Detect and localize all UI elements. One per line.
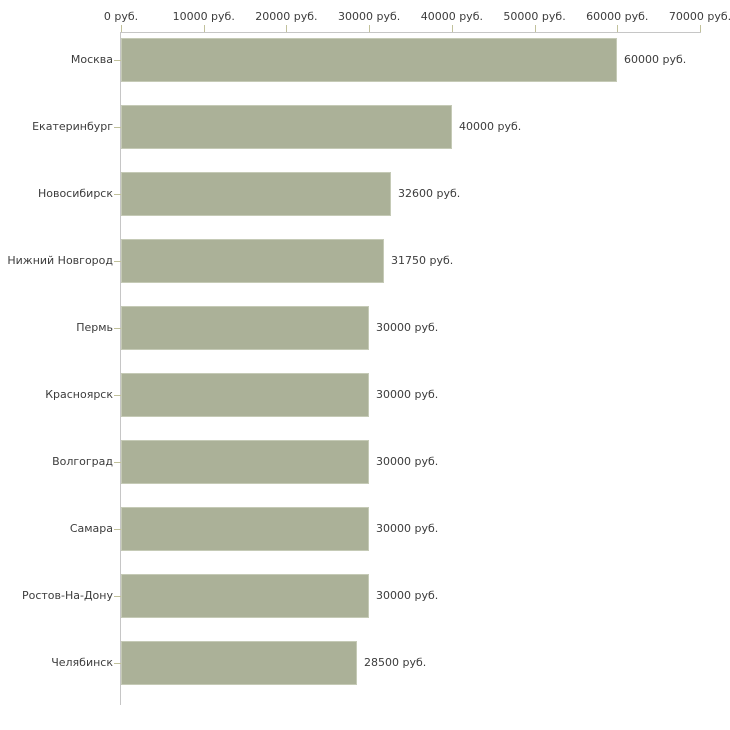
category-tick (114, 127, 121, 128)
category-tick (114, 328, 121, 329)
x-axis-tick (700, 25, 701, 32)
value-label: 32600 руб. (398, 187, 461, 200)
x-axis-tick-label: 10000 руб. (172, 10, 235, 23)
x-axis-line (121, 32, 701, 33)
bar[interactable] (121, 440, 369, 484)
category-label: Ростов-На-Дону (21, 589, 113, 602)
x-axis-tick (369, 25, 371, 32)
value-label: 30000 руб. (376, 589, 439, 602)
category-label: Красноярск (45, 388, 113, 401)
value-label: 30000 руб. (376, 321, 439, 334)
bar[interactable] (121, 172, 391, 216)
x-axis-tick (286, 25, 288, 32)
category-tick (114, 663, 121, 664)
category-tick (114, 395, 121, 396)
y-axis-line (120, 32, 121, 705)
x-axis-tick (203, 25, 205, 32)
category-label: Пермь (76, 321, 113, 334)
category-tick (114, 462, 121, 463)
x-axis-tick-label: 0 руб. (103, 10, 139, 23)
value-label: 31750 руб. (391, 254, 454, 267)
category-tick (114, 596, 121, 597)
bar[interactable] (121, 239, 384, 283)
bar[interactable] (121, 38, 617, 82)
x-axis-tick-label: 50000 руб. (503, 10, 566, 23)
bar[interactable] (121, 574, 369, 618)
category-label: Челябинск (51, 656, 113, 669)
category-label: Самара (69, 522, 113, 535)
category-label: Нижний Новгород (7, 254, 113, 267)
category-tick (114, 60, 121, 61)
x-axis-tick (451, 25, 453, 32)
bar[interactable] (121, 306, 369, 350)
bar[interactable] (121, 641, 357, 685)
category-tick (114, 194, 121, 195)
bar[interactable] (121, 507, 369, 551)
value-label: 30000 руб. (376, 455, 439, 468)
value-label: 40000 руб. (459, 120, 522, 133)
x-axis-tick-label: 20000 руб. (255, 10, 318, 23)
value-label: 30000 руб. (376, 522, 439, 535)
bar[interactable] (121, 373, 369, 417)
x-axis-tick (617, 25, 619, 32)
bar[interactable] (121, 105, 452, 149)
x-axis-tick-label: 60000 руб. (586, 10, 649, 23)
value-label: 30000 руб. (376, 388, 439, 401)
x-axis-tick-label: 30000 руб. (338, 10, 401, 23)
value-label: 28500 руб. (364, 656, 427, 669)
value-label: 60000 руб. (624, 53, 687, 66)
x-axis-tick-label: 70000 руб. (668, 10, 730, 23)
category-label: Екатеринбург (32, 120, 113, 133)
x-axis-tick (121, 25, 122, 32)
category-label: Новосибирск (37, 187, 113, 200)
x-axis-tick-label: 40000 руб. (420, 10, 483, 23)
category-label: Волгоград (52, 455, 113, 468)
x-axis-tick (534, 25, 536, 32)
category-tick (114, 261, 121, 262)
category-label: Москва (70, 53, 113, 66)
category-tick (114, 529, 121, 530)
